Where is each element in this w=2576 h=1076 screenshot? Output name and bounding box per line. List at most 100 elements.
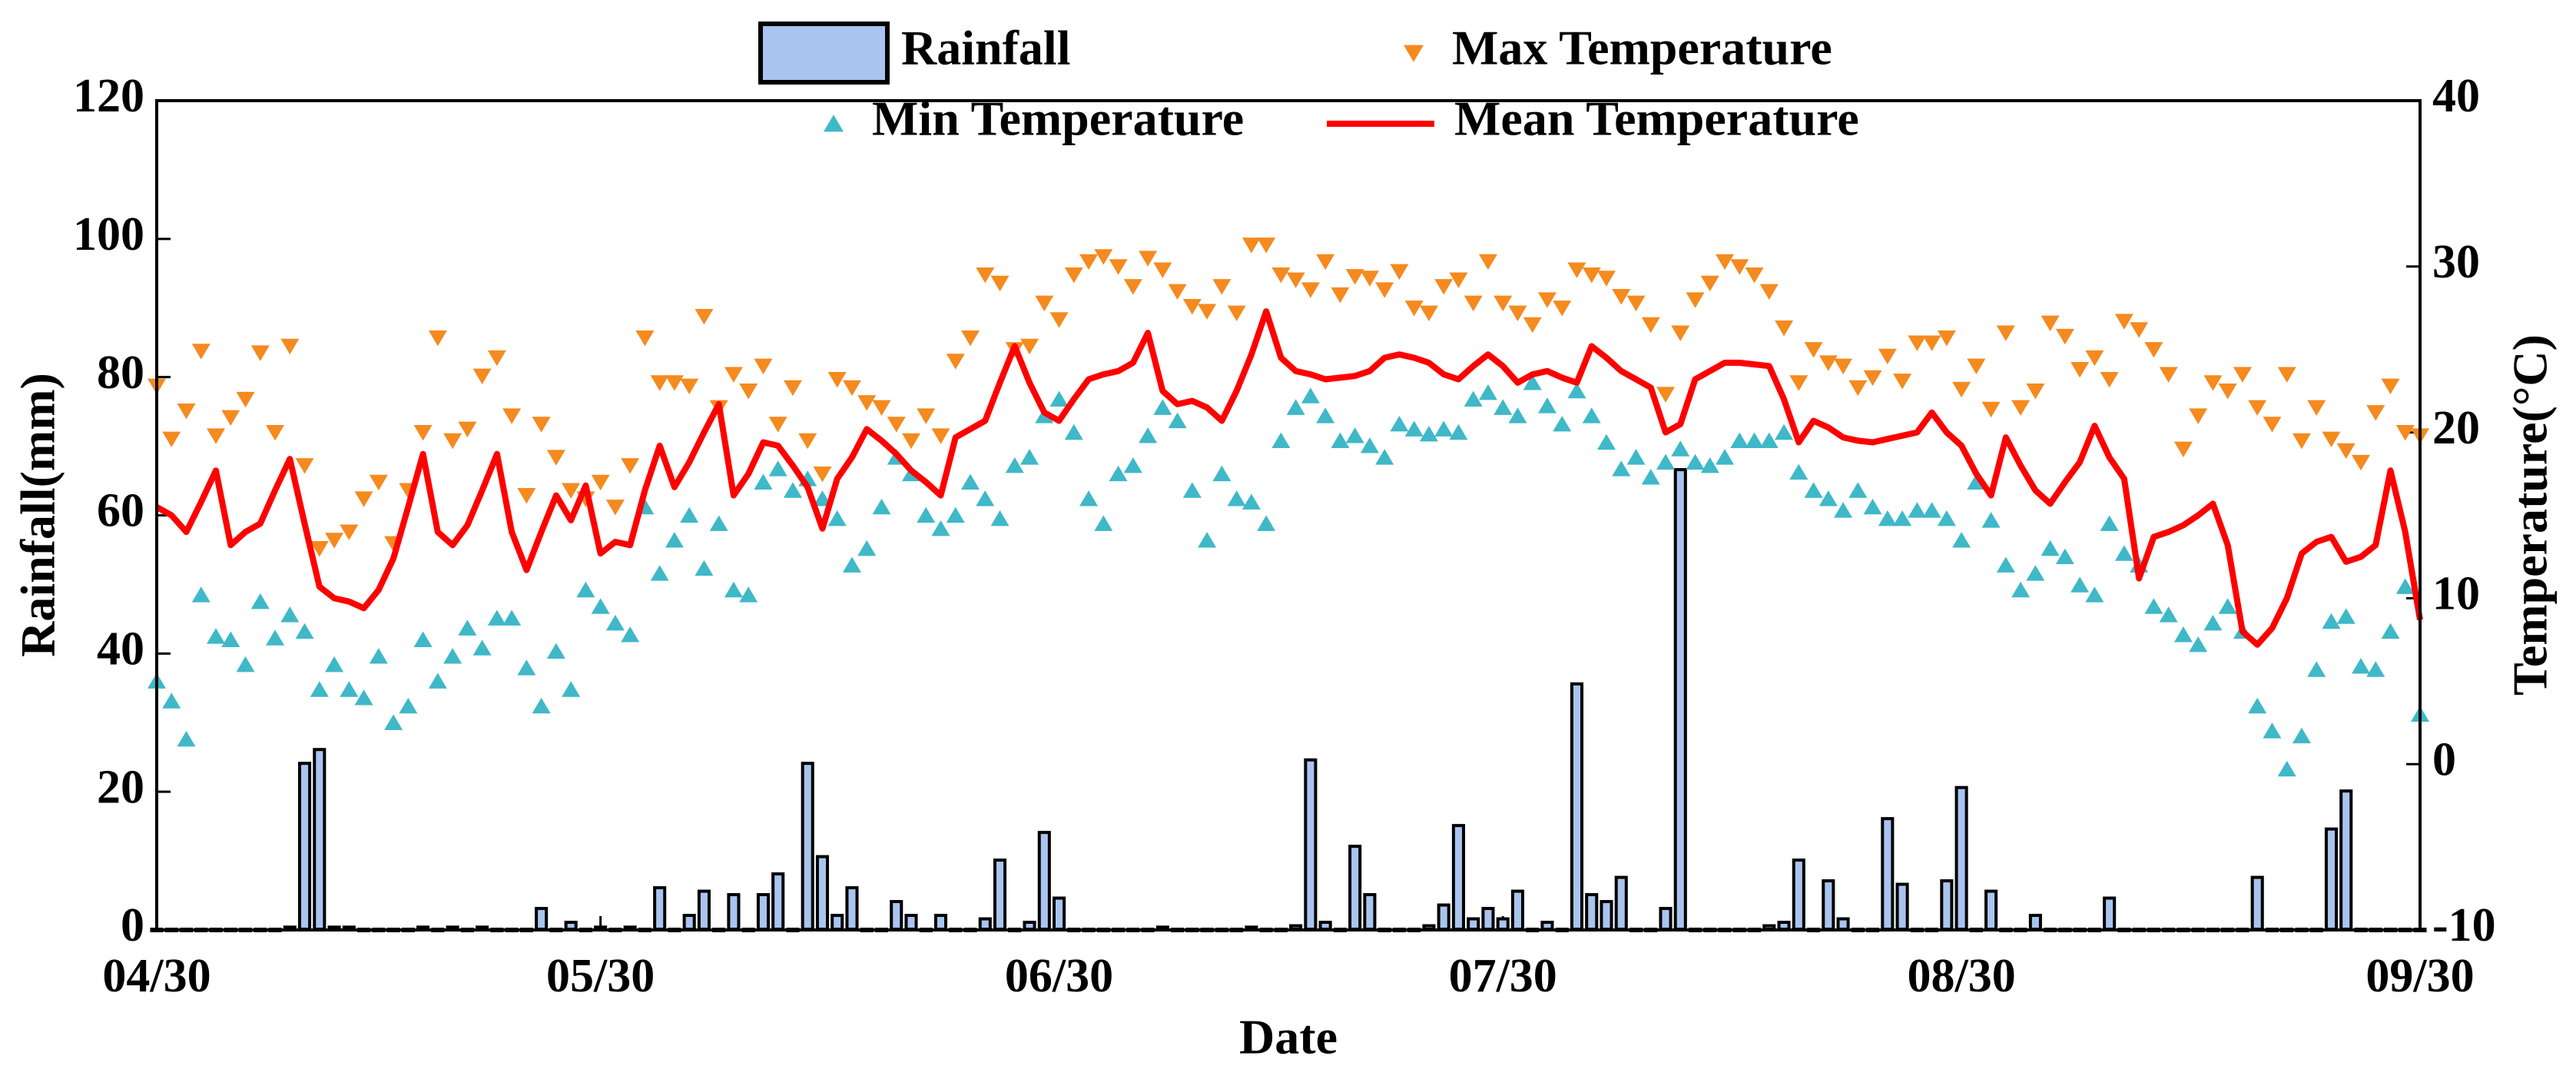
marker bbox=[2100, 371, 2119, 388]
marker bbox=[798, 433, 817, 450]
bar bbox=[1673, 468, 1687, 931]
marker bbox=[280, 338, 300, 355]
marker bbox=[2366, 661, 2385, 677]
marker bbox=[2292, 433, 2311, 450]
marker bbox=[1494, 399, 1513, 415]
marker bbox=[295, 623, 314, 639]
marker bbox=[2114, 314, 2133, 330]
marker bbox=[1227, 305, 1246, 322]
marker bbox=[2011, 581, 2031, 598]
marker bbox=[369, 474, 388, 491]
marker bbox=[2322, 613, 2341, 629]
marker bbox=[191, 586, 211, 603]
marker bbox=[1818, 355, 1838, 371]
marker bbox=[1804, 482, 1823, 498]
x-axis-title: Date bbox=[1239, 1010, 1338, 1064]
marker bbox=[635, 330, 655, 347]
marker bbox=[1759, 432, 1779, 448]
bar bbox=[1540, 921, 1554, 931]
marker bbox=[1123, 279, 1142, 295]
marker bbox=[1553, 301, 1572, 317]
marker bbox=[2144, 598, 2163, 614]
marker bbox=[2189, 636, 2208, 653]
marker bbox=[917, 408, 936, 424]
marker bbox=[680, 506, 699, 523]
marker bbox=[695, 560, 714, 576]
marker bbox=[1419, 305, 1438, 322]
marker bbox=[2041, 315, 2060, 331]
marker bbox=[428, 330, 447, 347]
marker bbox=[413, 425, 433, 441]
x-tick-label: 07/30 bbox=[1449, 950, 1557, 1002]
marker bbox=[2307, 400, 2326, 417]
marker bbox=[1301, 387, 1320, 404]
marker bbox=[2248, 697, 2267, 714]
bar bbox=[978, 917, 992, 931]
marker bbox=[1834, 502, 1853, 518]
marker bbox=[1626, 449, 1646, 465]
marker bbox=[1700, 275, 1719, 292]
legend-swatch bbox=[758, 22, 890, 85]
bar bbox=[298, 762, 312, 932]
bar bbox=[756, 893, 770, 931]
marker bbox=[177, 403, 196, 420]
marker bbox=[1404, 301, 1424, 317]
marker bbox=[1671, 440, 1690, 457]
marker bbox=[487, 609, 506, 626]
marker bbox=[1316, 254, 1335, 271]
marker bbox=[1893, 510, 1912, 526]
bar bbox=[313, 748, 327, 932]
marker bbox=[325, 533, 344, 549]
marker bbox=[562, 483, 581, 499]
marker bbox=[250, 345, 270, 361]
marker bbox=[1716, 254, 1735, 271]
marker bbox=[1508, 407, 1527, 423]
y2-tick-label: -10 bbox=[2432, 899, 2496, 951]
marker bbox=[1908, 502, 1927, 518]
marker bbox=[1434, 420, 1454, 437]
marker bbox=[680, 378, 699, 394]
y-tick-label: 0 bbox=[121, 899, 144, 951]
marker bbox=[665, 532, 684, 548]
marker bbox=[532, 697, 551, 714]
marker bbox=[2381, 623, 2400, 639]
bar bbox=[993, 858, 1007, 932]
marker bbox=[562, 681, 581, 697]
marker bbox=[443, 648, 462, 664]
marker bbox=[1375, 449, 1394, 465]
marker bbox=[2233, 367, 2252, 383]
marker bbox=[902, 433, 920, 450]
marker bbox=[2336, 608, 2356, 624]
marker bbox=[754, 358, 773, 375]
bar bbox=[1777, 921, 1791, 931]
marker bbox=[591, 474, 610, 491]
marker bbox=[695, 308, 714, 325]
bar bbox=[845, 886, 859, 932]
marker bbox=[162, 692, 181, 709]
marker bbox=[946, 506, 965, 523]
marker bbox=[1153, 399, 1172, 415]
y2-tick-label: 30 bbox=[2432, 236, 2480, 288]
marker bbox=[990, 510, 1010, 526]
marker bbox=[1286, 272, 1305, 288]
marker bbox=[2292, 727, 2311, 744]
marker bbox=[1952, 532, 1971, 548]
marker bbox=[1198, 304, 1217, 320]
marker bbox=[1360, 437, 1379, 453]
bar bbox=[771, 872, 785, 931]
marker bbox=[2070, 576, 2090, 593]
bar bbox=[830, 914, 844, 932]
y-tick-label: 80 bbox=[97, 347, 144, 399]
marker bbox=[502, 408, 522, 424]
marker bbox=[591, 598, 610, 614]
marker bbox=[546, 450, 565, 466]
bar bbox=[1348, 845, 1362, 931]
marker bbox=[1478, 254, 1497, 271]
bar bbox=[1984, 889, 1998, 931]
legend-label: Max Temperature bbox=[1452, 21, 1832, 75]
marker bbox=[266, 425, 285, 441]
marker bbox=[724, 367, 743, 383]
bar bbox=[1895, 882, 1909, 932]
marker bbox=[1478, 384, 1497, 400]
